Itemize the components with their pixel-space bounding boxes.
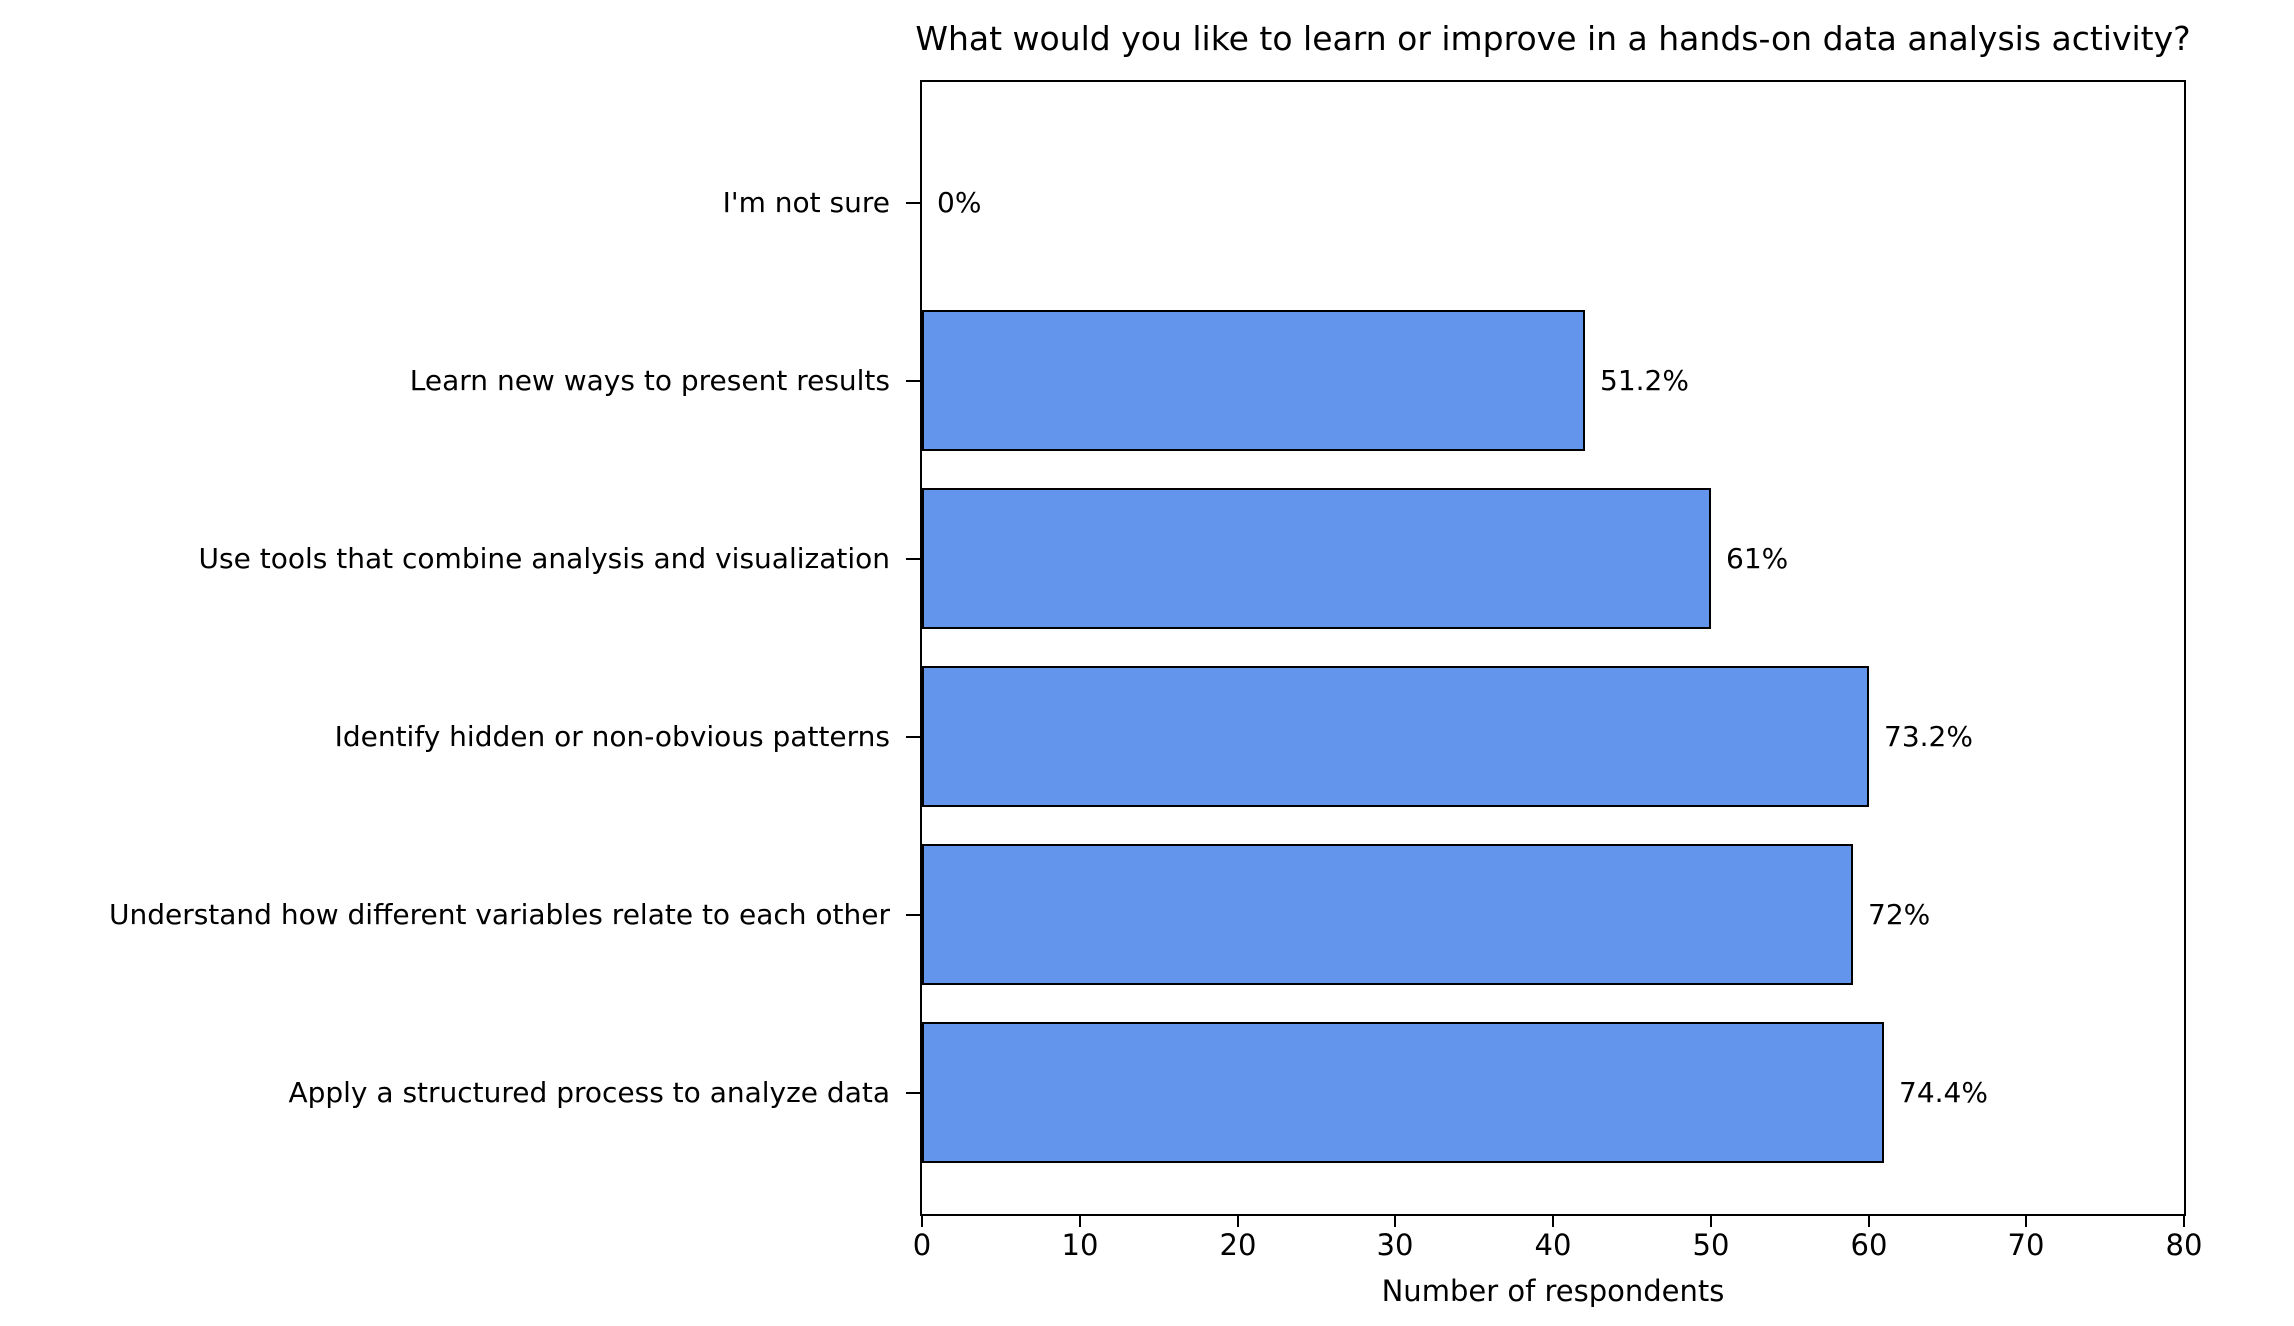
x-tick: [1552, 1216, 1554, 1227]
bar-value-label: 51.2%: [1600, 364, 1689, 397]
x-tick-label: 70: [2007, 1228, 2045, 1262]
plot-area: 0% 51.2% 61% 73.2% 72% 74.4%: [906, 80, 2186, 1227]
x-tick-label: 20: [1219, 1228, 1257, 1262]
x-tick: [1237, 1216, 1239, 1227]
category-label: Identify hidden or non-obvious patterns: [334, 720, 890, 753]
category-label: Understand how different variables relat…: [108, 898, 890, 931]
bar-value-label: 72%: [1868, 898, 1931, 931]
y-tick: [906, 914, 920, 916]
x-tick: [2183, 1216, 2185, 1227]
x-tick-label: 50: [1692, 1228, 1730, 1262]
bar-value-label: 73.2%: [1884, 720, 1973, 753]
x-tick: [1079, 1216, 1081, 1227]
bar-value-label: 0%: [937, 186, 982, 219]
x-tick-label: 0: [912, 1228, 932, 1262]
chart-title: What would you like to learn or improve …: [915, 19, 2191, 58]
bar-value-label: 74.4%: [1899, 1076, 1988, 1109]
x-tick-label: 30: [1376, 1228, 1414, 1262]
x-tick: [1710, 1216, 1712, 1227]
x-tick: [2025, 1216, 2027, 1227]
y-tick: [906, 202, 920, 204]
bar: [922, 310, 1585, 451]
x-axis-label: Number of respondents: [1381, 1274, 1725, 1308]
y-tick: [906, 380, 920, 382]
bar: [922, 488, 1711, 629]
y-tick: [906, 558, 920, 560]
x-tick-label: 10: [1061, 1228, 1099, 1262]
x-tick-label: 80: [2165, 1228, 2203, 1262]
category-label: Learn new ways to present results: [409, 364, 890, 397]
category-label: Apply a structured process to analyze da…: [288, 1076, 890, 1109]
bar: [922, 844, 1853, 985]
category-label: Use tools that combine analysis and visu…: [198, 542, 890, 575]
y-tick: [906, 736, 920, 738]
bar: [922, 1022, 1884, 1163]
x-tick: [1868, 1216, 1870, 1227]
x-tick: [1394, 1216, 1396, 1227]
bar: [922, 666, 1869, 807]
y-tick: [906, 1092, 920, 1094]
x-tick-label: 60: [1850, 1228, 1888, 1262]
x-tick-label: 40: [1534, 1228, 1572, 1262]
bar-value-label: 61%: [1726, 542, 1789, 575]
category-label: I'm not sure: [722, 186, 890, 219]
x-tick: [921, 1216, 923, 1227]
